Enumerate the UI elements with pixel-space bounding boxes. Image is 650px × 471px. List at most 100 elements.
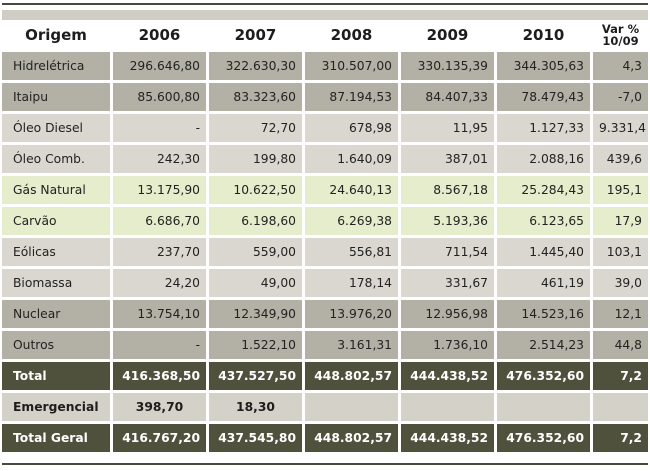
cell-value: 3.161,31 bbox=[305, 331, 401, 362]
cell-value: 296.646,80 bbox=[113, 52, 209, 83]
cell-value: 49,00 bbox=[209, 269, 305, 300]
header-2008: 2008 bbox=[305, 20, 401, 52]
cell-var: 4,3 bbox=[593, 52, 648, 83]
cell-value: 72,70 bbox=[209, 114, 305, 145]
cell-value: 322.630,30 bbox=[209, 52, 305, 83]
cell-value: 24.640,13 bbox=[305, 176, 401, 207]
cell-value: 437.527,50 bbox=[209, 362, 305, 393]
total-geral-row: Total Geral 416.767,20 437.545,80 448.802,5… bbox=[2, 424, 648, 455]
header-2006: 2006 bbox=[113, 20, 209, 52]
cell-value: 14.523,16 bbox=[497, 300, 593, 331]
cell-var: 44,8 bbox=[593, 331, 648, 362]
cell-value: 199,80 bbox=[209, 145, 305, 176]
cell-value: 476.352,60 bbox=[497, 362, 593, 393]
cell-value: 12.956,98 bbox=[401, 300, 497, 331]
header-2009: 2009 bbox=[401, 20, 497, 52]
cell-value: 13.754,10 bbox=[113, 300, 209, 331]
row-label: Eólicas bbox=[2, 238, 113, 269]
cell-var: 7,2 bbox=[593, 362, 648, 393]
cell-value: 18,30 bbox=[209, 393, 305, 424]
cell-value bbox=[305, 393, 401, 424]
cell-value: 1.736,10 bbox=[401, 331, 497, 362]
header-2007: 2007 bbox=[209, 20, 305, 52]
header-origem: Origem bbox=[2, 20, 113, 52]
row-label: Hidrelétrica bbox=[2, 52, 113, 83]
total-row: Total 416.368,50 437.527,50 448.802,57 444.4… bbox=[2, 362, 648, 393]
cell-value: 6.123,65 bbox=[497, 207, 593, 238]
cell-value: 178,14 bbox=[305, 269, 401, 300]
cell-var: 12,1 bbox=[593, 300, 648, 331]
cell-value: 437.545,80 bbox=[209, 424, 305, 455]
cell-value: 416.767,20 bbox=[113, 424, 209, 455]
cell-value: 84.407,33 bbox=[401, 83, 497, 114]
row-label: Outros bbox=[2, 331, 113, 362]
top-rule bbox=[2, 3, 648, 5]
table-row: Itaipu 85.600,80 83.323,60 87.194,53 84.407,… bbox=[2, 83, 648, 114]
cell-value: 476.352,60 bbox=[497, 424, 593, 455]
cell-var: 17,9 bbox=[593, 207, 648, 238]
cell-var bbox=[593, 393, 648, 424]
table-row: Óleo Diesel -72,70 678,98 11,95 1.127,33 9.33… bbox=[2, 114, 648, 145]
cell-value: 13.175,90 bbox=[113, 176, 209, 207]
cell-value: 6.269,38 bbox=[305, 207, 401, 238]
cell-value: 2.514,23 bbox=[497, 331, 593, 362]
cell-value: 448.802,57 bbox=[305, 362, 401, 393]
cell-value: 559,00 bbox=[209, 238, 305, 269]
header-var: Var % 10/09 bbox=[593, 20, 648, 52]
cell-value: - bbox=[113, 114, 209, 145]
table-row: Carvão 6.686,70 6.198,60 6.269,38 5.193,36 6.… bbox=[2, 207, 648, 238]
table-row: Óleo Comb. 242,30 199,80 1.640,09 387,01 2.08… bbox=[2, 145, 648, 176]
cell-value: 678,98 bbox=[305, 114, 401, 145]
table-row: Eólicas 237,70 559,00 556,81 711,54 1.445,40 1… bbox=[2, 238, 648, 269]
bottom-rule bbox=[2, 463, 648, 465]
cell-value: 11,95 bbox=[401, 114, 497, 145]
cell-value: 242,30 bbox=[113, 145, 209, 176]
cell-value bbox=[401, 393, 497, 424]
cell-value: 444.438,52 bbox=[401, 362, 497, 393]
cell-var: 39,0 bbox=[593, 269, 648, 300]
row-label: Total Geral bbox=[2, 424, 113, 455]
cell-var: 439,6 bbox=[593, 145, 648, 176]
row-label: Óleo Comb. bbox=[2, 145, 113, 176]
cell-value: 416.368,50 bbox=[113, 362, 209, 393]
cell-value: 2.088,16 bbox=[497, 145, 593, 176]
cell-value: 83.323,60 bbox=[209, 83, 305, 114]
row-label: Nuclear bbox=[2, 300, 113, 331]
cell-value: 444.438,52 bbox=[401, 424, 497, 455]
header-2010: 2010 bbox=[497, 20, 593, 52]
cell-value: 6.198,60 bbox=[209, 207, 305, 238]
cell-value: 10.622,50 bbox=[209, 176, 305, 207]
table-row: Biomassa 24,20 49,00 178,14 331,67 461,19 39,0 bbox=[2, 269, 648, 300]
row-label: Gás Natural bbox=[2, 176, 113, 207]
cell-value: 6.686,70 bbox=[113, 207, 209, 238]
cell-var: 9.331,4 bbox=[593, 114, 648, 145]
table-row: Outros -1.522,10 3.161,31 1.736,10 2.514,23 4… bbox=[2, 331, 648, 362]
emergencial-row: Emergencial 398,70 18,30 bbox=[2, 393, 648, 424]
cell-var: 7,2 bbox=[593, 424, 648, 455]
table-row: Gás Natural 13.175,90 10.622,50 24.640,13 8.… bbox=[2, 176, 648, 207]
cell-value: 330.135,39 bbox=[401, 52, 497, 83]
header-row: Origem 2006 2007 2008 2009 2010 Var % 10… bbox=[2, 20, 648, 52]
row-label: Emergencial bbox=[2, 393, 113, 424]
cell-value: 24,20 bbox=[113, 269, 209, 300]
row-label: Carvão bbox=[2, 207, 113, 238]
cell-value: 556,81 bbox=[305, 238, 401, 269]
cell-value: 85.600,80 bbox=[113, 83, 209, 114]
cell-value: 237,70 bbox=[113, 238, 209, 269]
cell-value: 1.127,33 bbox=[497, 114, 593, 145]
row-label: Itaipu bbox=[2, 83, 113, 114]
header-var-line2: 10/09 bbox=[602, 33, 639, 48]
cell-value: 344.305,63 bbox=[497, 52, 593, 83]
cell-value: 1.640,09 bbox=[305, 145, 401, 176]
cell-var: -7,0 bbox=[593, 83, 648, 114]
row-label: Óleo Diesel bbox=[2, 114, 113, 145]
cell-value: 25.284,43 bbox=[497, 176, 593, 207]
table-row: Hidrelétrica 296.646,80 322.630,30 310.507,… bbox=[2, 52, 648, 83]
cell-var: 103,1 bbox=[593, 238, 648, 269]
cell-value: 310.507,00 bbox=[305, 52, 401, 83]
cell-value: 711,54 bbox=[401, 238, 497, 269]
row-label: Biomassa bbox=[2, 269, 113, 300]
top-band bbox=[2, 10, 648, 20]
cell-value: 87.194,53 bbox=[305, 83, 401, 114]
